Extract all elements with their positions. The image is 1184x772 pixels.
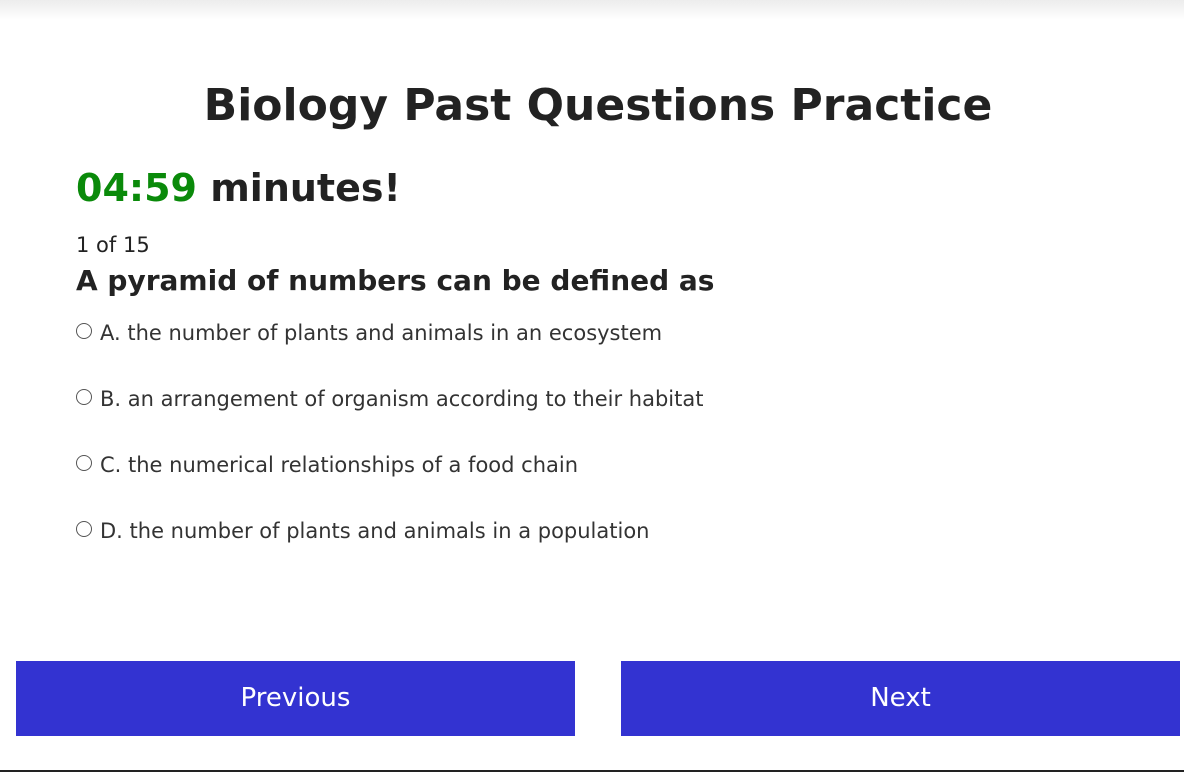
answer-option-d[interactable]: D. the number of plants and animals in a… <box>76 516 703 546</box>
radio-button-a[interactable] <box>76 323 92 339</box>
previous-button[interactable]: Previous <box>16 661 575 736</box>
radio-button-d[interactable] <box>76 521 92 537</box>
question-progress: 1 of 15 <box>76 233 150 257</box>
timer-value: 04:59 <box>76 166 197 210</box>
bottom-divider <box>0 770 1184 772</box>
answer-option-c[interactable]: C. the numerical relationships of a food… <box>76 450 703 480</box>
answer-option-b[interactable]: B. an arrangement of organism according … <box>76 384 703 414</box>
answer-option-label: B. an arrangement of organism according … <box>100 387 704 411</box>
countdown-timer: 04:59 minutes! <box>76 166 401 210</box>
next-button[interactable]: Next <box>621 661 1180 736</box>
radio-button-b[interactable] <box>76 389 92 405</box>
question-text: A pyramid of numbers can be defined as <box>76 264 715 297</box>
page-title: Biology Past Questions Practice <box>203 80 993 131</box>
answer-option-label: A. the number of plants and animals in a… <box>100 321 663 345</box>
top-shadow <box>0 0 1184 20</box>
answer-option-label: D. the number of plants and animals in a… <box>100 519 650 543</box>
answer-option-label: C. the numerical relationships of a food… <box>100 453 579 477</box>
answer-option-a[interactable]: A. the number of plants and animals in a… <box>76 318 703 348</box>
answer-options: A. the number of plants and animals in a… <box>76 318 703 582</box>
timer-suffix: minutes! <box>210 166 401 210</box>
radio-button-c[interactable] <box>76 455 92 471</box>
